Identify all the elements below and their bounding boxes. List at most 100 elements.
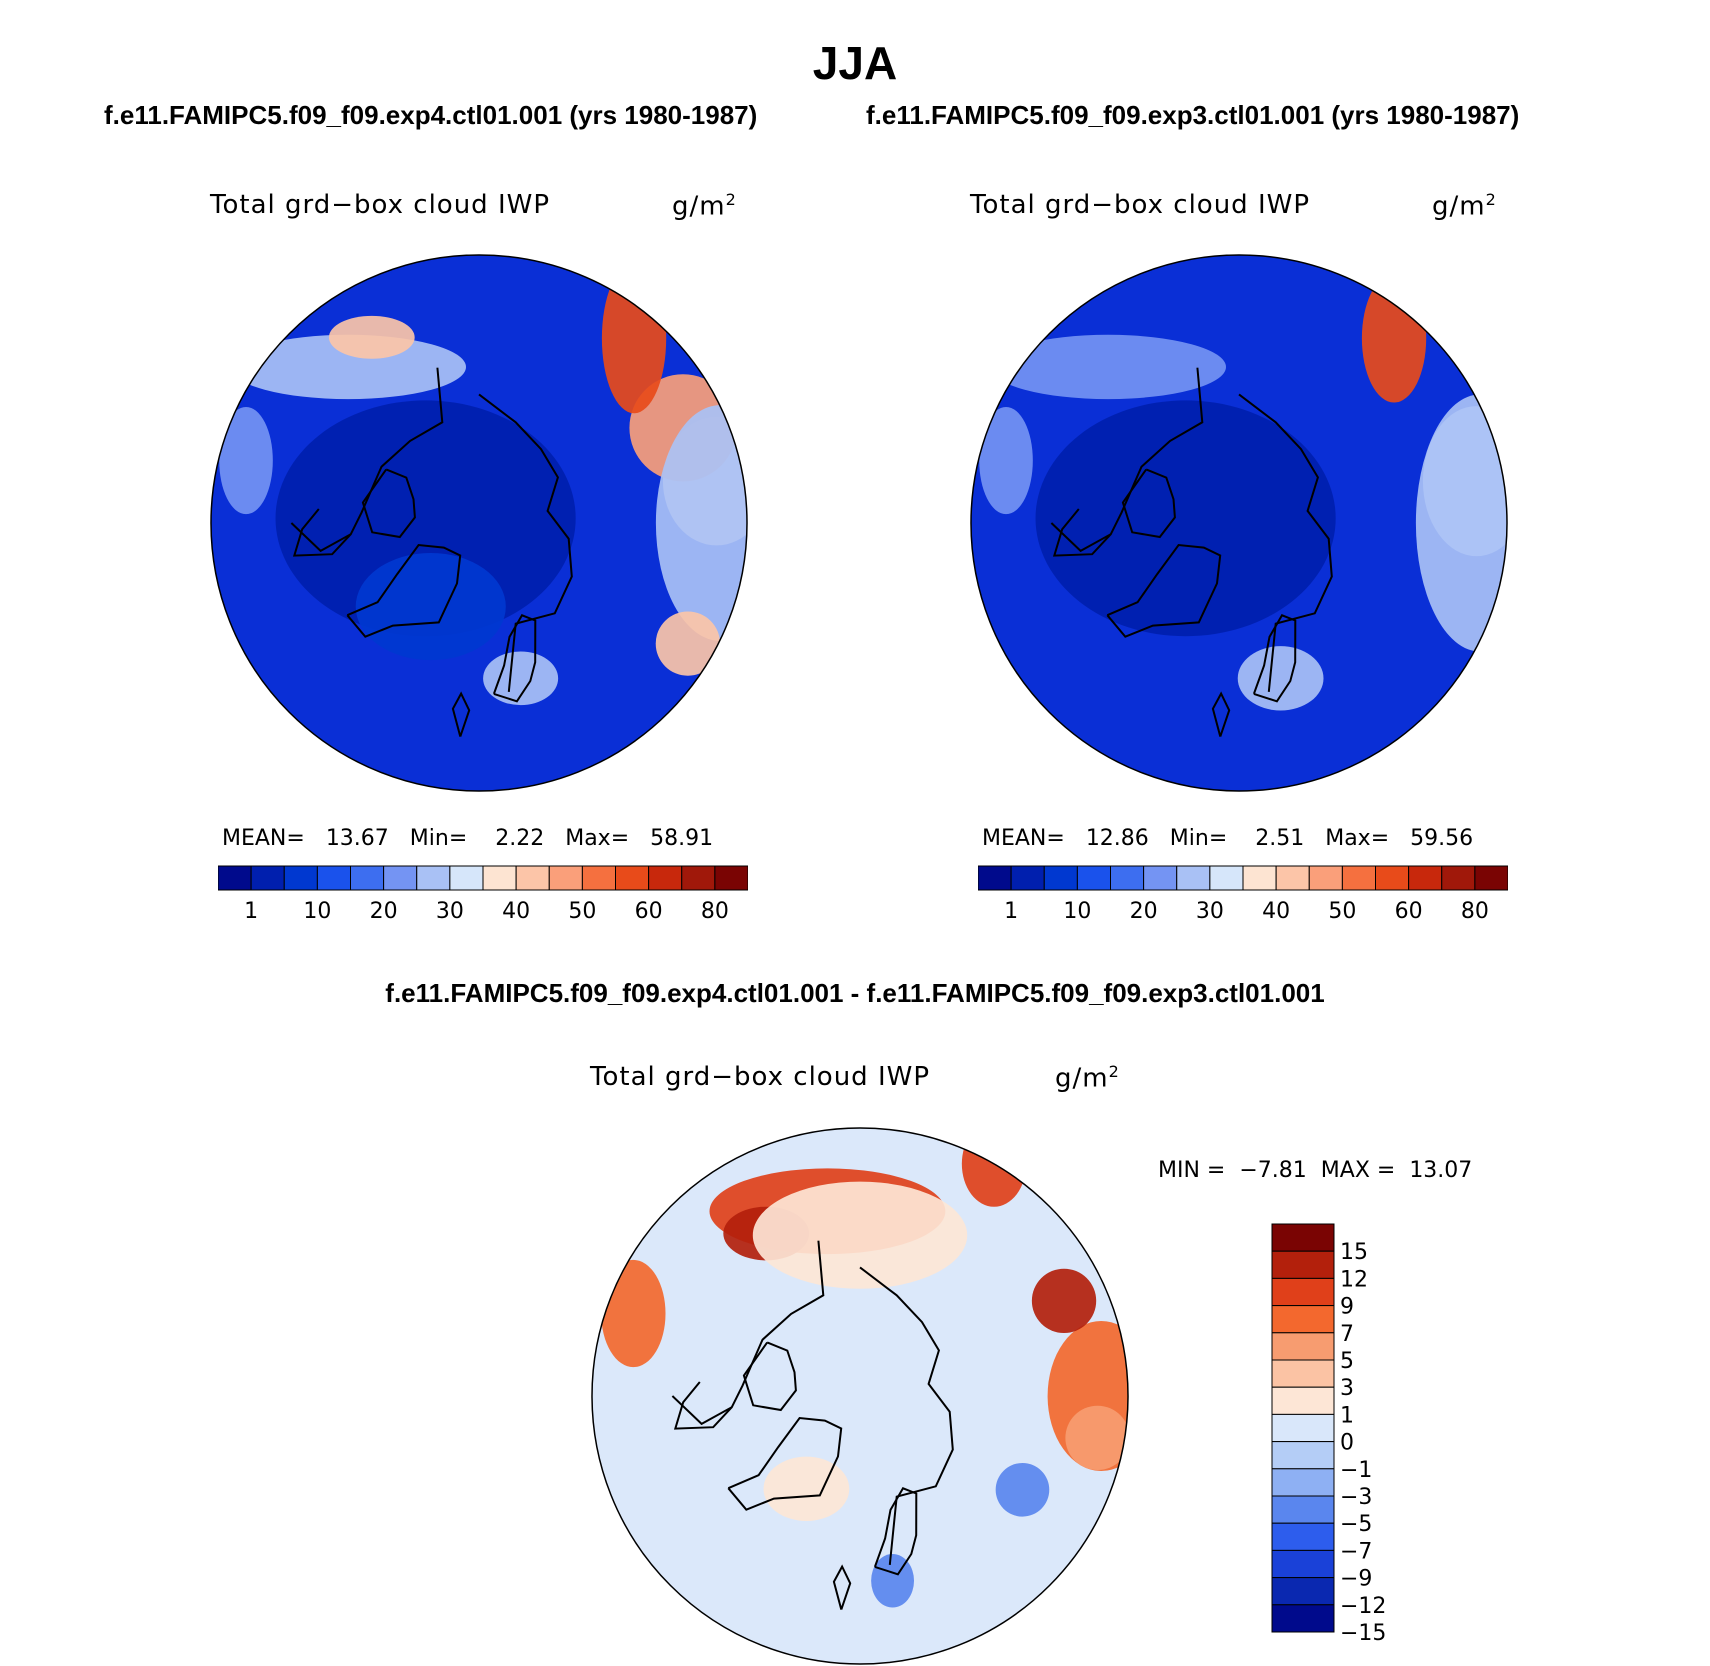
panel1-colorbar-box: [449, 865, 484, 891]
panel3-unit-label: g/m2: [1055, 1062, 1120, 1094]
panel3-coastline: [671, 1240, 825, 1426]
panel2-colorbar-box: [1275, 865, 1310, 891]
panel3-colorbar-tick-label: −5: [1340, 1512, 1372, 1537]
panel3-colorbar-box: [1271, 1223, 1335, 1252]
panel2-colorbar-box: [1375, 865, 1410, 891]
panel3-colorbar-box: [1271, 1577, 1335, 1606]
panel1-colorbar-tick-label: 80: [701, 899, 729, 924]
panel3-variable-label: Total grd−box cloud IWP: [590, 1062, 931, 1092]
panel3-colorbar-tick-label: 15: [1340, 1240, 1368, 1265]
panel2-unit-label: g/m2: [1432, 190, 1497, 222]
panel3-colorbar-tick-label: 3: [1340, 1376, 1354, 1401]
panel3-map: [591, 1127, 1129, 1665]
panel1-contour-region: [355, 552, 506, 661]
panel1-colorbar-box: [648, 865, 683, 891]
panel2-colorbar-tick-label: 50: [1328, 899, 1356, 924]
panel2-colorbar-box: [1209, 865, 1244, 891]
panel2-map: [970, 254, 1508, 792]
panel1-colorbar-tick-label: 30: [436, 899, 464, 924]
panel1-unit-label: g/m2: [672, 190, 737, 222]
panel3-colorbar-box: [1271, 1386, 1335, 1415]
panel2-coastline: [1211, 691, 1231, 737]
panel1-map: [210, 254, 748, 792]
panel3-colorbar-tick-label: 0: [1340, 1431, 1354, 1456]
panel1-contour-region: [219, 406, 273, 515]
panel1-contour-region: [230, 334, 466, 400]
panel2-colorbar-box: [1010, 865, 1045, 891]
panel2-variable-label: Total grd−box cloud IWP: [970, 190, 1311, 220]
panel3-colorbar-box: [1271, 1549, 1335, 1579]
panel2-colorbar-box: [1408, 865, 1443, 891]
panel1-colorbar-tick-label: 50: [568, 899, 596, 924]
panel2-coastline: [1252, 614, 1297, 703]
panel3-coastline: [859, 1266, 954, 1566]
panel2-contour-region: [1035, 400, 1336, 637]
main-title: JJA: [812, 37, 898, 89]
panel1-colorbar-tick-label: 60: [635, 899, 663, 924]
panel2-colorbar-box: [1043, 865, 1078, 891]
panel2-contour-region: [990, 334, 1226, 400]
panel1-colorbar-tick-label: 10: [303, 899, 331, 924]
panel1-coastline: [292, 508, 352, 557]
panel1-contour-region: [655, 405, 747, 641]
panel2-colorbar-tick-label: 60: [1395, 899, 1423, 924]
panel1-colorbar-tick-label: 1: [244, 899, 258, 924]
panel3-colorbar-box: [1271, 1250, 1335, 1279]
panel1-stats: MEAN= 13.67 Min= 2.22 Max= 58.91: [222, 826, 714, 851]
panel1-colorbar-box: [250, 865, 285, 891]
panel3-contour-region: [1065, 1405, 1128, 1471]
panel3-colorbar-tick-label: 9: [1340, 1295, 1354, 1320]
panel2-colorbar-box: [1076, 865, 1111, 891]
panel1-contour-region: [328, 315, 415, 359]
panel2-colorbar-box: [1110, 865, 1145, 891]
panel1-contour-region: [655, 611, 721, 676]
panel1-colorbar-box: [283, 865, 318, 891]
panel3-colorbar-box: [1271, 1495, 1335, 1524]
panel3-colorbar-box: [1271, 1305, 1335, 1334]
panel1-colorbar-box: [548, 865, 583, 891]
panel3-coastline: [873, 1487, 918, 1576]
panel3-contour-region: [601, 1259, 666, 1368]
panel2-colorbar-box: [1341, 865, 1376, 891]
panel2-colorbar-tick-label: 40: [1262, 899, 1290, 924]
panel3-field: [592, 1128, 1128, 1664]
panel1-coastline: [451, 691, 471, 737]
panel1-colorbar-box: [581, 865, 616, 891]
panel3-coastline: [832, 1564, 852, 1610]
panel3-colorbar-tick-label: −15: [1340, 1621, 1386, 1646]
panel3-colorbar-box: [1271, 1468, 1335, 1497]
panel2-colorbar-box: [978, 865, 1012, 891]
panel2-colorbar-tick-label: 80: [1461, 899, 1489, 924]
panel2-colorbar-box: [1242, 865, 1277, 891]
panel3-colorbar-box: [1271, 1604, 1335, 1633]
panel3-coastlines: [671, 1240, 954, 1610]
panel3-contour-region: [763, 1456, 850, 1521]
panel2-colorbar: 1 10 20 30 40 50 60 80: [978, 865, 1508, 924]
panel3-colorbar-tick-label: 1: [1340, 1403, 1354, 1428]
panel1-colorbar-tick-label: 20: [370, 899, 398, 924]
panel3-stats: MIN = −7.81 MAX = 13.07: [1158, 1158, 1473, 1183]
panel2-contour-region: [1237, 646, 1324, 711]
panel3-colorbar-box: [1271, 1359, 1335, 1388]
panel2-map-border: [970, 254, 1508, 792]
panel3-colorbar-tick-label: −3: [1340, 1485, 1372, 1510]
control-case-title: f.e11.FAMIPC5.f09_f09.exp3.ctl01.001 (yr…: [866, 100, 1520, 130]
panel1-colorbar-box: [714, 865, 748, 891]
panel3-contour-region: [752, 1181, 968, 1289]
panel3-contour-region: [995, 1463, 1050, 1517]
panel1-colorbar-box: [350, 865, 385, 891]
panel1-colorbar-box: [218, 865, 252, 891]
panel3-colorbar-box: [1271, 1441, 1335, 1470]
panel3-contour-region: [1031, 1268, 1097, 1334]
panel2-colorbar-tick-label: 20: [1130, 899, 1158, 924]
panel1-colorbar-box: [515, 865, 550, 891]
panel2-colorbar-box: [1176, 865, 1211, 891]
panel2-contour-region: [1361, 273, 1427, 403]
panel1-variable-label: Total grd−box cloud IWP: [210, 190, 551, 220]
panel2-coastline: [1238, 393, 1333, 693]
panel3-colorbar-tick-label: 7: [1340, 1322, 1354, 1347]
panel2-colorbar-box: [1143, 865, 1178, 891]
panel2-colorbar-tick-label: 1: [1004, 899, 1018, 924]
panel1-contour-region: [601, 263, 667, 414]
